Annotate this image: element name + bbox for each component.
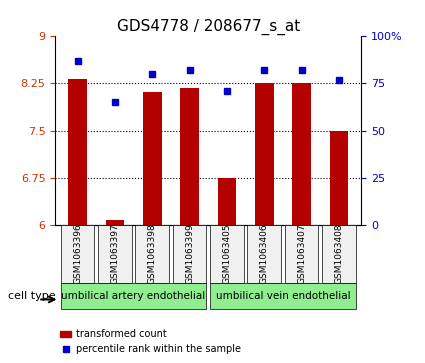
Text: umbilical artery endothelial: umbilical artery endothelial bbox=[62, 291, 206, 301]
Bar bbox=[292, 83, 311, 225]
FancyBboxPatch shape bbox=[322, 225, 356, 283]
Text: GSM1063397: GSM1063397 bbox=[110, 224, 119, 285]
Text: GSM1063405: GSM1063405 bbox=[222, 224, 231, 285]
FancyBboxPatch shape bbox=[285, 225, 318, 283]
FancyBboxPatch shape bbox=[98, 225, 132, 283]
Bar bbox=[255, 83, 274, 225]
Title: GDS4778 / 208677_s_at: GDS4778 / 208677_s_at bbox=[116, 19, 300, 35]
Text: GSM1063399: GSM1063399 bbox=[185, 224, 194, 285]
Text: GSM1063408: GSM1063408 bbox=[334, 224, 343, 285]
FancyBboxPatch shape bbox=[136, 225, 169, 283]
Text: GSM1063407: GSM1063407 bbox=[297, 224, 306, 285]
Bar bbox=[68, 79, 87, 225]
Legend: transformed count, percentile rank within the sample: transformed count, percentile rank withi… bbox=[56, 326, 245, 358]
FancyBboxPatch shape bbox=[173, 225, 207, 283]
FancyBboxPatch shape bbox=[61, 283, 207, 309]
FancyBboxPatch shape bbox=[247, 225, 281, 283]
Bar bbox=[329, 131, 348, 225]
Text: cell type: cell type bbox=[8, 291, 56, 301]
Text: GSM1063406: GSM1063406 bbox=[260, 224, 269, 285]
Bar bbox=[143, 92, 162, 225]
FancyBboxPatch shape bbox=[61, 225, 94, 283]
Bar bbox=[106, 220, 124, 225]
Bar bbox=[218, 178, 236, 225]
Text: GSM1063398: GSM1063398 bbox=[148, 224, 157, 285]
FancyBboxPatch shape bbox=[210, 225, 244, 283]
FancyBboxPatch shape bbox=[210, 283, 356, 309]
Text: umbilical vein endothelial: umbilical vein endothelial bbox=[215, 291, 350, 301]
Bar bbox=[180, 88, 199, 225]
Text: GSM1063396: GSM1063396 bbox=[73, 224, 82, 285]
